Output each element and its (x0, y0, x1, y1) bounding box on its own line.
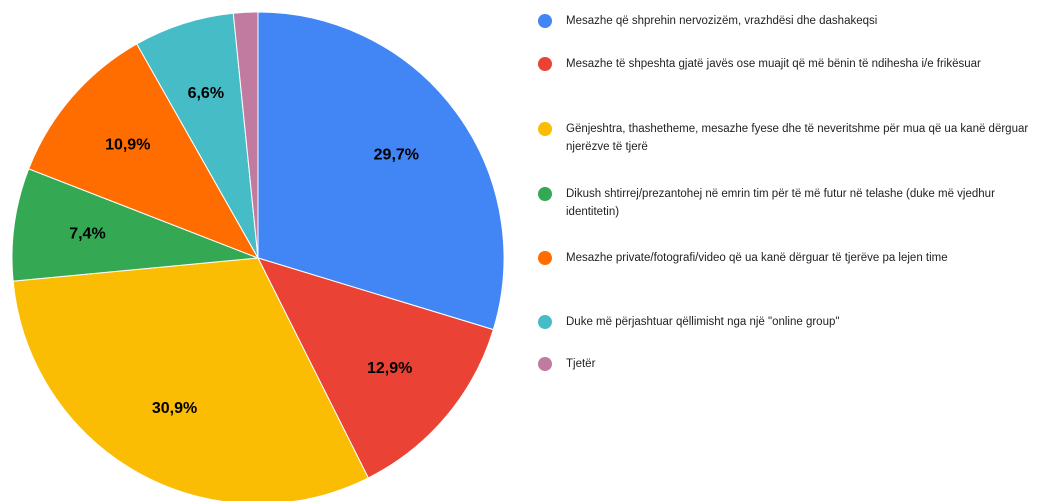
pie-slice (11, 168, 259, 282)
slice-label: 29,7% (374, 147, 419, 164)
slice-label: 6,6% (188, 85, 224, 102)
legend-item: Mesazhe private/fotografi/video që ua ka… (538, 249, 1048, 267)
legend-swatch (538, 315, 552, 329)
pie-slice (28, 43, 260, 259)
legend-label: Gënjeshtra, thashetheme, mesazhe fyese d… (566, 123, 1029, 153)
slice-label: 12,9% (367, 360, 412, 377)
legend-label: Mesazhe private/fotografi/video që ua ka… (566, 252, 948, 264)
legend-item: Mesazhe që shprehin nervozizëm, vrazhdës… (538, 12, 1048, 30)
legend-label: Mesazhe që shprehin nervozizëm, vrazhdës… (566, 15, 878, 27)
legend-swatch (538, 357, 552, 371)
slice-label: 10,9% (105, 137, 150, 154)
legend-swatch (538, 122, 552, 136)
legend-item: Dikush shtirrej/prezantohej në emrin tim… (538, 185, 1048, 221)
legend-item: Mesazhe të shpeshta gjatë javës ose muaj… (538, 55, 1048, 73)
pie-slice (257, 257, 494, 479)
legend-label: Tjetër (566, 358, 596, 370)
legend-label: Duke më përjashtuar qëllimisht nga një "… (566, 316, 840, 328)
legend-swatch (538, 187, 552, 201)
legend-item: Tjetër (538, 355, 1048, 373)
pie-slice (257, 11, 505, 331)
legend-swatch (538, 251, 552, 265)
legend-swatch (538, 14, 552, 28)
slice-label: 7,4% (69, 225, 105, 242)
legend-item: Gënjeshtra, thashetheme, mesazhe fyese d… (538, 120, 1048, 156)
slice-label: 30,9% (152, 400, 197, 417)
legend-item: Duke më përjashtuar qëllimisht nga një "… (538, 313, 1048, 331)
legend-swatch (538, 57, 552, 71)
legend-label: Dikush shtirrej/prezantohej në emrin tim… (566, 188, 995, 218)
pie-slice (232, 11, 259, 259)
pie-slice (12, 257, 369, 501)
legend-label: Mesazhe të shpeshta gjatë javës ose muaj… (566, 58, 981, 70)
